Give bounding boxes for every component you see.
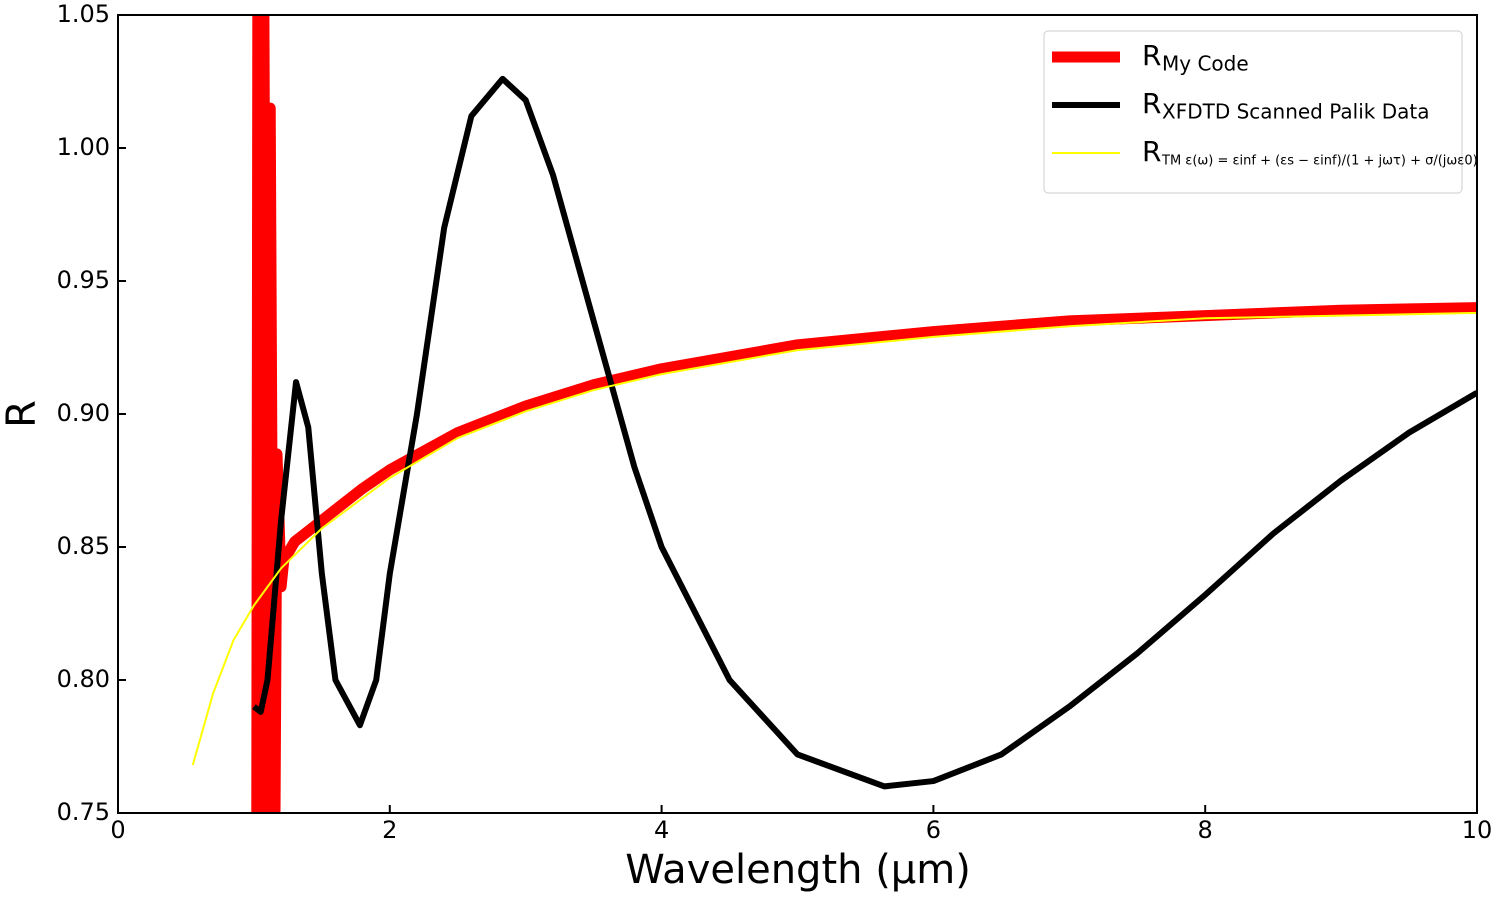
y-axis-label: R [0,400,45,428]
legend-label: R [1142,87,1161,120]
x-axis-label: Wavelength (µm) [625,847,971,893]
legend-label: R [1142,39,1161,72]
x-tick-label: 2 [382,816,397,844]
x-tick-label: 4 [654,816,669,844]
series-line [191,311,1477,766]
plot-frame [117,14,1478,814]
x-tick-label: 0 [110,816,125,844]
y-tick-label: 0.90 [57,399,110,427]
legend-label: R [1142,135,1161,168]
series-line [252,75,1477,790]
legend-box [1043,30,1463,194]
x-tick-label: 8 [1198,816,1213,844]
legend-subscript: XFDTD Scanned Palik Data [1162,100,1429,124]
y-tick-label: 0.85 [57,532,110,560]
y-tick-label: 0.95 [57,266,110,294]
y-tick-label: 0.75 [57,798,110,826]
y-tick-label: 0.80 [57,665,110,693]
plot-area [191,15,1477,813]
x-tick-label: 10 [1462,816,1493,844]
x-tick-label: 6 [926,816,941,844]
series-line [251,15,1477,813]
legend-subscript: TM ε(ω) = εinf + (εs − εinf)/(1 + jωτ) +… [1161,154,1478,169]
y-tick-label: 1.05 [57,0,110,28]
legend-subscript: My Code [1162,52,1249,76]
y-tick-label: 1.00 [57,133,110,161]
